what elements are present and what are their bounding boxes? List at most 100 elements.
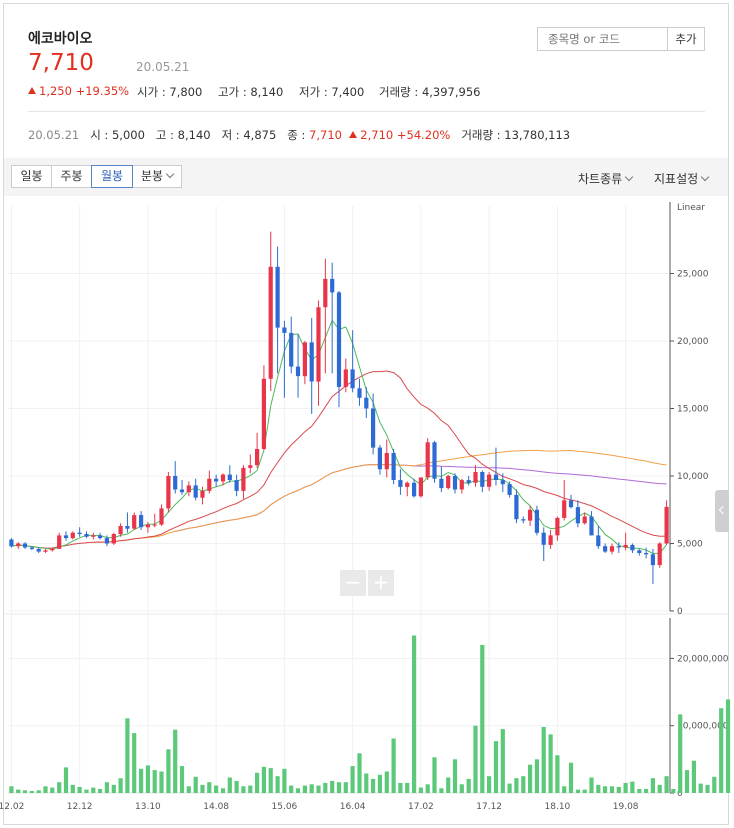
candle-body	[582, 516, 587, 524]
volume-bar	[678, 714, 683, 794]
volume-bar	[275, 776, 280, 793]
price-tick-label: 10,000	[677, 472, 709, 482]
volume-bar	[255, 772, 260, 793]
candle-body	[29, 547, 34, 549]
volume-bar	[50, 787, 55, 793]
candle-body	[405, 482, 410, 487]
side-panel-toggle[interactable]	[715, 490, 729, 532]
volume-bar	[70, 784, 75, 793]
volume-bar	[493, 741, 499, 793]
candle-body	[9, 539, 14, 547]
volume-bar	[405, 782, 410, 793]
volume-bar	[684, 770, 690, 793]
candle-body	[248, 465, 253, 468]
candle-body	[63, 535, 69, 539]
candle-body	[357, 388, 362, 398]
stock-search-input[interactable]	[537, 27, 668, 51]
candle-body	[466, 480, 471, 483]
volume-bar	[603, 786, 608, 793]
zoom-out-button[interactable]: −	[340, 570, 366, 596]
candle-body	[425, 442, 430, 478]
indicator-settings-menu[interactable]: 지표설정	[654, 170, 710, 187]
divider	[28, 111, 705, 112]
candle-body	[316, 307, 321, 382]
x-tick-label: 12.02	[0, 802, 24, 812]
volume-bar	[562, 786, 567, 793]
volume-bar	[29, 791, 34, 793]
candle-body	[139, 515, 144, 528]
zoom-in-button[interactable]: +	[368, 570, 394, 596]
volume-bar	[350, 766, 355, 793]
candle-body	[125, 526, 130, 529]
candle-body	[609, 546, 615, 552]
candle-body	[568, 500, 574, 508]
x-tick-label: 19.08	[613, 802, 639, 812]
candle-body	[159, 508, 164, 525]
volume-bar	[671, 789, 676, 793]
volume-bar	[207, 782, 212, 793]
candle-body	[309, 342, 314, 382]
candle-body	[541, 532, 546, 545]
candle-body	[343, 369, 348, 387]
volume-bar	[166, 749, 171, 794]
volume-bar	[384, 771, 389, 793]
volume-bar	[84, 789, 89, 793]
volume-bar	[43, 786, 48, 793]
volume-bar	[548, 734, 553, 793]
candle-body	[220, 474, 226, 482]
volume-bar	[391, 738, 396, 793]
volume-bar	[343, 782, 348, 793]
tab-minute[interactable]: 분봉	[132, 165, 182, 188]
volume-bar	[609, 786, 615, 793]
price-change: 1,250 +19.35%	[28, 84, 129, 98]
candle-body	[528, 509, 533, 521]
candle-body	[418, 477, 423, 497]
volume-bar	[657, 784, 662, 793]
add-button[interactable]: 추가	[667, 27, 705, 51]
volume-bar	[473, 725, 478, 793]
candle-body	[500, 480, 505, 485]
x-tick-label: 16.04	[340, 802, 366, 812]
candle-body	[548, 535, 553, 545]
candle-body	[452, 476, 458, 490]
candle-body	[350, 369, 355, 389]
candle-body	[480, 472, 485, 487]
price-tick-label: 0	[677, 607, 683, 617]
candle-body	[473, 472, 478, 483]
volume-bar	[111, 784, 116, 793]
volume-bar	[261, 766, 266, 794]
candle-body	[84, 534, 89, 537]
candle-body	[336, 292, 342, 387]
volume-bar	[377, 774, 382, 793]
volume-bar	[132, 733, 137, 793]
price-axis-label: Linear	[677, 203, 705, 213]
volume-bar	[514, 778, 519, 793]
chart-type-menu[interactable]: 차트종류	[578, 170, 634, 187]
volume-tick-label: 20,000,000	[677, 654, 729, 664]
volume-bar	[125, 718, 130, 793]
volume-bar	[616, 786, 621, 793]
candle-body	[50, 548, 55, 551]
volume-bar	[705, 784, 710, 793]
candle-body	[439, 478, 444, 489]
volume-bar	[316, 785, 321, 793]
candle-body	[214, 478, 219, 482]
period-summary: 20.05.21 시 : 5,000 고 : 8,140 저 : 4,875 종…	[28, 128, 571, 142]
open-price: 시가 : 7,800	[137, 85, 203, 99]
candle-body	[364, 397, 369, 409]
candle-body	[193, 485, 198, 498]
tab-weekly[interactable]: 주봉	[51, 165, 92, 188]
candle-body	[207, 478, 212, 491]
volume-bar	[712, 776, 717, 793]
candle-body	[575, 507, 580, 524]
price-tick-label: 15,000	[677, 405, 709, 415]
candle-body	[261, 378, 266, 449]
volume-bar	[214, 785, 219, 793]
candle-body	[295, 366, 301, 377]
volume-bar	[630, 781, 635, 793]
tab-monthly[interactable]: 월봉	[91, 165, 133, 188]
volume-bar	[295, 788, 301, 793]
volume-bar	[179, 766, 185, 793]
candle-body	[616, 546, 621, 548]
